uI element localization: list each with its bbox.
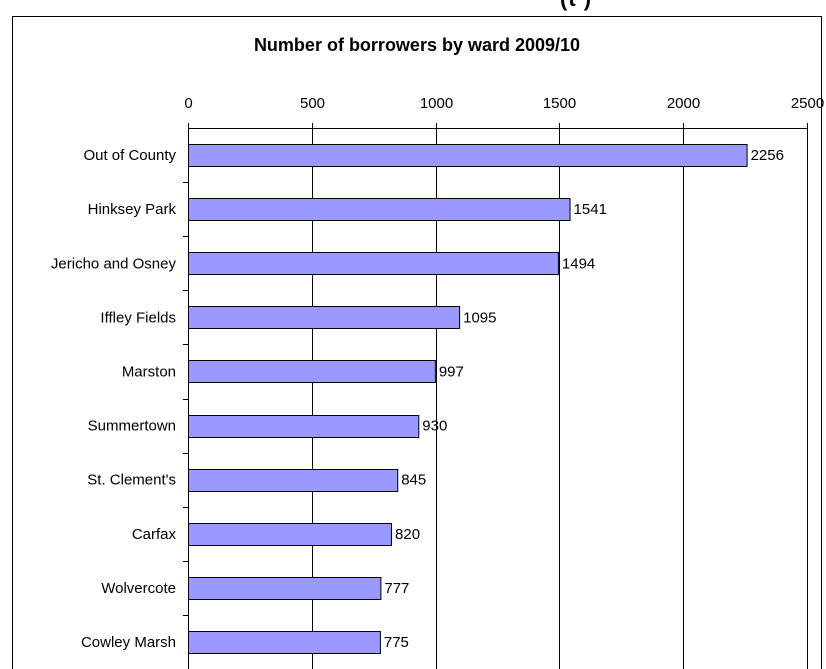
category-label-5: Summertown bbox=[88, 418, 176, 435]
value-label-9: 775 bbox=[384, 634, 409, 651]
bar-2 bbox=[188, 252, 559, 275]
category-label-8: Wolvercote bbox=[101, 580, 176, 597]
value-label-8: 777 bbox=[384, 580, 409, 597]
category-label-3: Iffley Fields bbox=[100, 309, 176, 326]
value-label-4: 997 bbox=[439, 363, 464, 380]
value-label-2: 1494 bbox=[562, 255, 595, 272]
x-tick-label-3: 1500 bbox=[543, 95, 576, 112]
category-label-1: Hinksey Park bbox=[88, 201, 177, 218]
bar-9 bbox=[188, 631, 381, 654]
value-label-0: 2256 bbox=[751, 147, 784, 164]
x-tick-label-5: 2500 bbox=[791, 95, 824, 112]
chart-frame: Number of borrowers by ward 2009/10 bbox=[12, 16, 822, 669]
category-label-0: Out of County bbox=[83, 147, 176, 164]
value-label-5: 930 bbox=[422, 418, 447, 435]
chart-title: Number of borrowers by ward 2009/10 bbox=[253, 35, 581, 55]
category-label-9: Cowley Marsh bbox=[81, 634, 176, 651]
x-tick-label-1: 500 bbox=[300, 95, 325, 112]
header-fragment-text: (t ) bbox=[560, 0, 592, 12]
bar-1 bbox=[188, 198, 571, 221]
value-label-1: 1541 bbox=[574, 201, 607, 218]
category-label-7: Carfax bbox=[132, 526, 177, 543]
x-tick-label-0: 0 bbox=[184, 95, 192, 112]
value-label-7: 820 bbox=[395, 526, 420, 543]
bar-7 bbox=[188, 523, 393, 546]
bar-4 bbox=[188, 360, 436, 383]
x-tick-label-4: 2000 bbox=[667, 95, 700, 112]
bar-6 bbox=[188, 469, 399, 492]
x-tick-label-2: 1000 bbox=[420, 95, 453, 112]
bar-3 bbox=[188, 306, 461, 329]
bar-8 bbox=[188, 577, 382, 600]
value-label-6: 845 bbox=[401, 472, 426, 489]
bar-0 bbox=[188, 144, 748, 167]
value-label-3: 1095 bbox=[463, 309, 496, 326]
category-label-4: Marston bbox=[122, 363, 176, 380]
category-label-2: Jericho and Osney bbox=[51, 255, 177, 272]
category-label-6: St. Clement's bbox=[87, 472, 176, 489]
header-fragment: (t ) bbox=[0, 0, 826, 16]
bar-5 bbox=[188, 415, 420, 438]
